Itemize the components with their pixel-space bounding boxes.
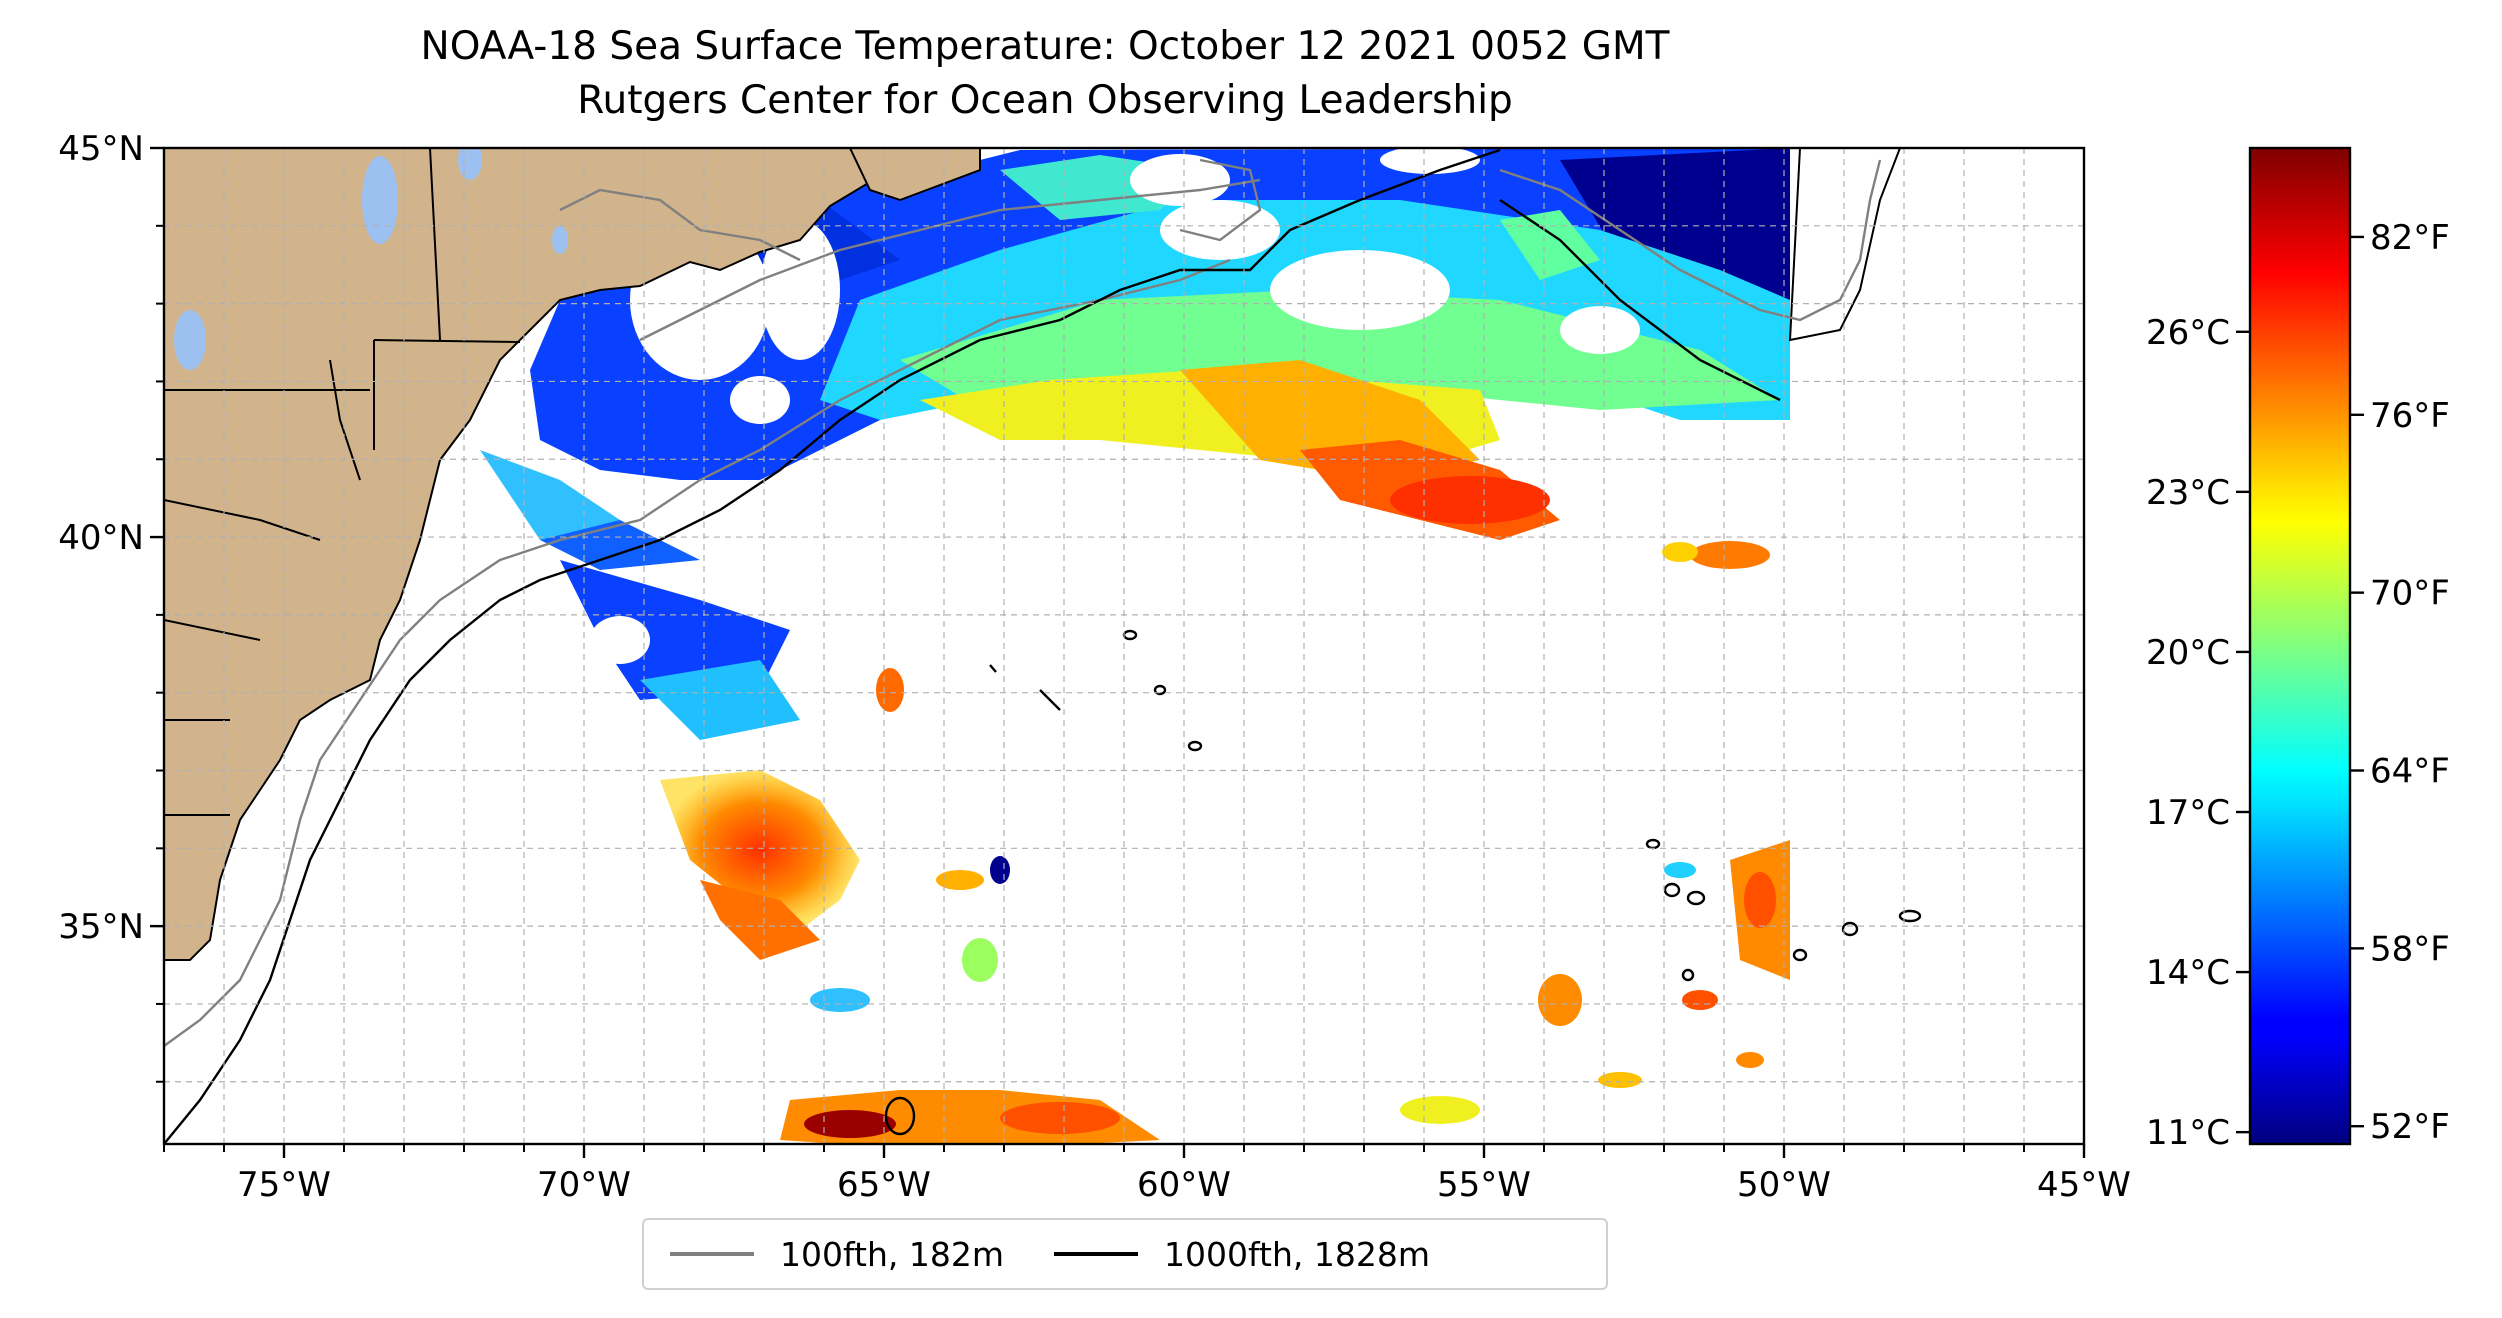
land: [164, 148, 1902, 961]
longitude-axis: 75°W 70°W 65°W 60°W 55°W 50°W 45°W: [163, 1144, 2131, 1205]
lon-tick-label: 60°W: [1137, 1165, 1231, 1205]
map-area: [164, 148, 2084, 1144]
fahrenheit-tick-label: 64°F: [2370, 752, 2450, 792]
legend-item-1000fth: 1000fth, 1828m: [1054, 1235, 1430, 1274]
inland-water: [174, 148, 568, 370]
lon-tick-label: 75°W: [237, 1165, 331, 1205]
celsius-tick-label: 26°C: [2146, 313, 2230, 353]
legend-swatch-1000fth: [1054, 1252, 1138, 1256]
legend-item-100fth: 100fth, 182m: [670, 1235, 1004, 1274]
celsius-tick-label: 20°C: [2146, 633, 2230, 673]
fahrenheit-tick-label: 82°F: [2370, 218, 2450, 258]
legend-label-1000fth: 1000fth, 1828m: [1164, 1234, 1430, 1274]
lon-tick-label: 55°W: [1437, 1165, 1531, 1205]
fahrenheit-tick-label: 52°F: [2370, 1107, 2450, 1147]
celsius-tick-label: 11°C: [2146, 1113, 2230, 1153]
lon-tick-label: 70°W: [537, 1165, 631, 1205]
lat-tick-label: 35°N: [58, 907, 144, 947]
celsius-tick-label: 14°C: [2146, 953, 2230, 993]
celsius-tick-label: 23°C: [2146, 473, 2230, 513]
map-subtitle: Rutgers Center for Ocean Observing Leade…: [577, 78, 1513, 123]
lat-tick-label: 45°N: [58, 129, 144, 169]
fahrenheit-tick-label: 70°F: [2370, 574, 2450, 614]
lon-tick-label: 65°W: [837, 1165, 931, 1205]
map-legend: 100fth, 182m 1000fth, 1828m: [642, 1218, 1608, 1290]
map-title: NOAA-18 Sea Surface Temperature: October…: [420, 24, 1670, 69]
state-borders: [164, 148, 521, 816]
contour-100fth: [164, 158, 1882, 1047]
colorbar: [2248, 146, 2352, 1146]
map-gridlines: [164, 148, 2084, 1144]
latitude-axis: 45°N 40°N 35°N: [58, 129, 164, 1083]
lat-tick-label: 40°N: [58, 518, 144, 558]
lon-tick-label: 45°W: [2037, 1165, 2131, 1205]
legend-swatch-100fth: [670, 1252, 754, 1256]
colorbar-celsius-axis: 26°C 23°C 20°C 17°C 14°C 11°C: [2146, 313, 2250, 1153]
cloud-mask: [590, 148, 1640, 664]
sst-warm-water: [660, 360, 1790, 1144]
colorbar-fahrenheit-axis: 82°F 76°F 70°F 64°F 58°F 52°F: [2350, 218, 2450, 1147]
fahrenheit-tick-label: 76°F: [2370, 396, 2450, 436]
contour-1000fth: [164, 148, 1922, 1144]
celsius-tick-label: 17°C: [2146, 793, 2230, 833]
lon-tick-label: 50°W: [1737, 1165, 1831, 1205]
legend-label-100fth: 100fth, 182m: [780, 1234, 1004, 1274]
fahrenheit-tick-label: 58°F: [2370, 929, 2450, 969]
